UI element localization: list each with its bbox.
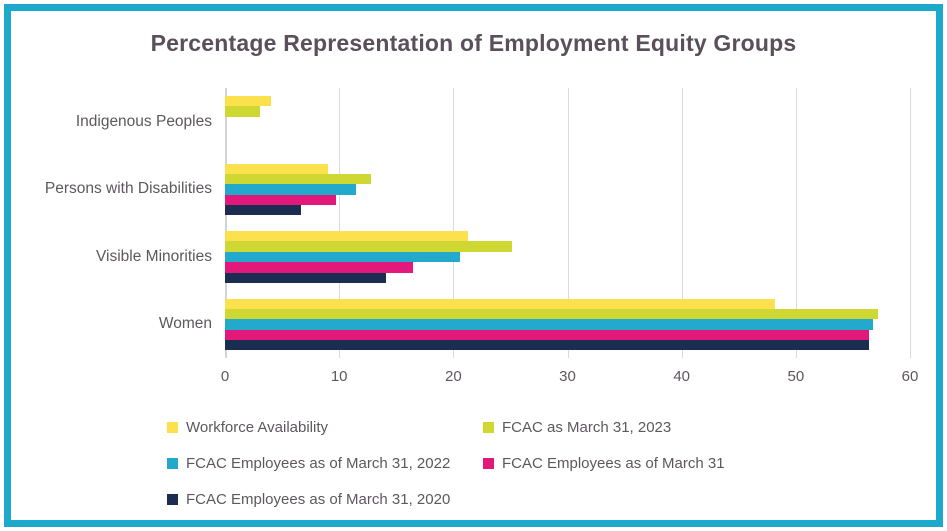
bar <box>225 205 302 216</box>
bar <box>225 184 357 195</box>
legend-row: Workforce Availability FCAC as March 31, … <box>167 419 827 436</box>
legend: Workforce Availability FCAC as March 31, … <box>167 419 827 527</box>
category-axis: Indigenous Peoples Persons with Disabilit… <box>0 88 212 358</box>
legend-item: FCAC Employees as of March 31, 2020 <box>167 491 450 508</box>
bar <box>225 319 874 330</box>
bar <box>225 251 461 263</box>
legend-item: FCAC as March 31, 2023 <box>483 419 671 436</box>
bar <box>225 298 776 309</box>
bar <box>225 96 271 107</box>
gridline-0 <box>225 88 227 358</box>
bar <box>225 308 879 320</box>
x-tick-label: 60 <box>901 368 919 385</box>
bar <box>225 231 469 242</box>
x-tick-label: 20 <box>444 368 462 385</box>
category-label: Persons with Disabilities <box>44 180 212 198</box>
x-tick-label: 50 <box>787 368 805 385</box>
legend-label: FCAC Employees as of March 31, 2022 <box>186 455 451 472</box>
x-tick-label: 40 <box>673 368 690 385</box>
legend-swatch <box>483 458 494 469</box>
legend-swatch <box>167 458 178 469</box>
bar <box>225 272 386 283</box>
bar <box>225 173 372 185</box>
legend-item: Workforce Availability <box>167 419 483 436</box>
bar <box>225 106 261 117</box>
gridline-10 <box>339 88 341 358</box>
x-tick-label: 0 <box>220 368 230 385</box>
legend-label: Workforce Availability <box>186 419 329 436</box>
legend-swatch <box>167 422 178 433</box>
legend-label: FCAC Employees as of March 31, 2020 <box>186 491 451 508</box>
bar-group <box>225 156 910 224</box>
gridline-20 <box>453 88 455 358</box>
legend-label: FCAC Employees as of March 31 <box>502 455 725 472</box>
bar <box>225 340 869 351</box>
gridline-50 <box>795 88 797 358</box>
bar-group <box>225 88 910 156</box>
legend-swatch <box>167 494 178 505</box>
legend-item: FCAC Employees as of March 31 <box>483 455 725 472</box>
x-tick-label: 30 <box>559 368 576 385</box>
bar <box>225 241 512 252</box>
gridline-30 <box>567 88 569 358</box>
bar <box>225 329 869 341</box>
plot-area <box>225 88 911 359</box>
legend-row: FCAC Employees as of March 31, 2022 FCAC … <box>167 455 827 472</box>
legend-swatch <box>483 422 494 433</box>
category-label: Indigenous Peoples <box>75 112 212 130</box>
legend-label: FCAC as March 31, 2023 <box>502 419 672 436</box>
bar <box>225 163 328 174</box>
bar <box>225 262 414 273</box>
category-label: Women <box>158 315 212 333</box>
value-axis: 0 10 20 30 40 50 60 <box>221 368 919 388</box>
bar-group <box>225 223 910 291</box>
gridline-60 <box>910 88 911 358</box>
legend-item: FCAC Employees as of March 31, 2022 <box>167 455 483 472</box>
x-tick-label: 10 <box>330 368 348 385</box>
chart-border <box>4 4 943 527</box>
bar-group <box>225 291 910 359</box>
chart-title: Percentage Representation of Employment … <box>150 30 797 56</box>
legend-row: FCAC Employees as of March 31, 2020 <box>167 491 827 508</box>
gridline-40 <box>681 88 683 358</box>
category-label: Visible Minorities <box>95 247 212 265</box>
bar <box>225 194 336 206</box>
